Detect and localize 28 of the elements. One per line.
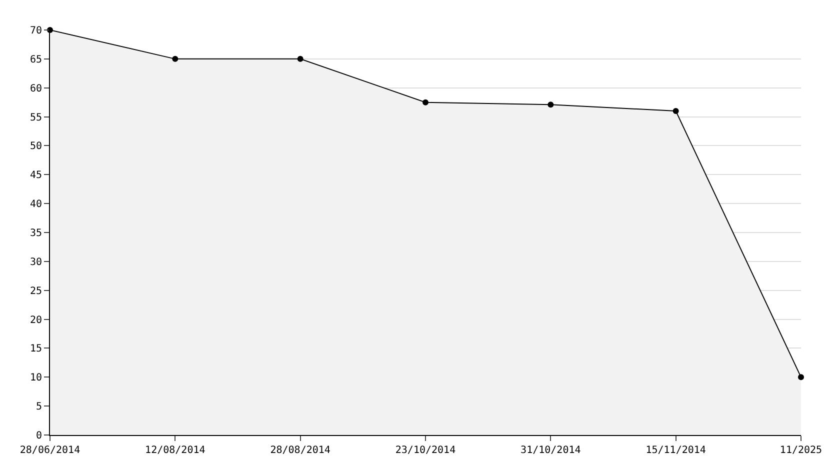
point	[297, 56, 304, 62]
point	[798, 374, 804, 380]
y-tick-label: 55	[30, 112, 42, 124]
y-tick-label: 50	[30, 141, 42, 152]
x-tick-label: 31/10/2014	[520, 445, 581, 456]
point	[672, 108, 679, 114]
point	[172, 56, 178, 62]
y-tick-label: 10	[30, 372, 42, 384]
y-tick-label: 5	[36, 402, 42, 413]
x-tick-label: 23/10/2014	[395, 445, 456, 456]
y-tick-label: 30	[30, 256, 42, 268]
x-tick-label: 12/08/2014	[145, 445, 206, 456]
y-tick-label: 0	[36, 430, 42, 442]
x-tick-label: 11/2025	[780, 445, 822, 456]
y-tick-label: 20	[30, 314, 42, 326]
y-tick-label: 35	[30, 228, 42, 239]
y-tick-label: 15	[30, 344, 42, 355]
y-tick-label: 40	[30, 199, 42, 210]
y-tick-label: 25	[30, 286, 42, 297]
x-tick-label: 15/11/2014	[646, 445, 706, 456]
point	[548, 102, 554, 108]
y-tick-label: 60	[30, 83, 42, 94]
y-tick-label: 70	[30, 26, 42, 36]
y-tick-label: 45	[30, 170, 42, 182]
x-tick-label: 28/06/2014	[20, 445, 80, 456]
x-tick-label: 28/08/2014	[270, 445, 330, 456]
point	[422, 99, 428, 106]
y-tick-label: 65	[30, 54, 42, 66]
